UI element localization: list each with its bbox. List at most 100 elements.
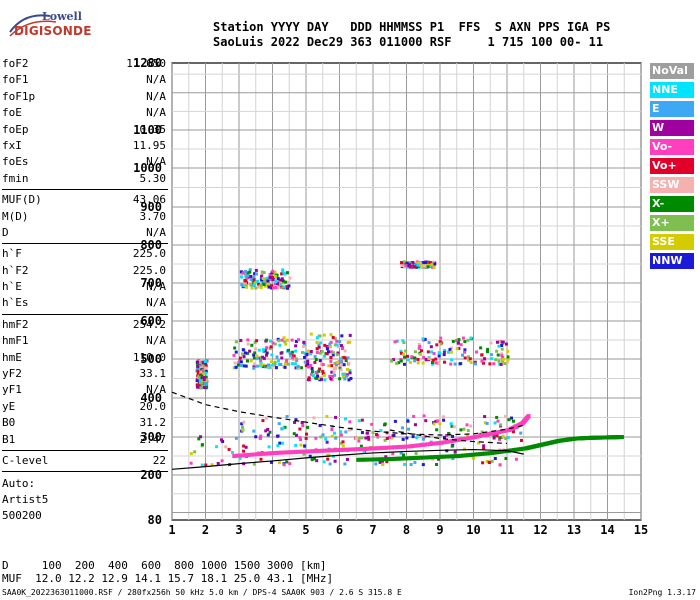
echo-point xyxy=(325,345,329,349)
echo-point xyxy=(277,339,281,343)
echo-point xyxy=(306,378,310,382)
echo-point xyxy=(463,447,467,451)
param-name: B0 xyxy=(2,416,16,430)
echo-point xyxy=(248,268,252,272)
trace-point xyxy=(252,452,257,457)
trace-point xyxy=(353,447,358,452)
echo-point xyxy=(339,357,343,361)
param-row: hmE 110.0 xyxy=(2,350,168,366)
echo-point xyxy=(276,434,280,438)
echo-point xyxy=(359,444,363,448)
echo-point xyxy=(198,361,202,365)
echo-point xyxy=(303,355,307,359)
echo-point xyxy=(240,364,244,368)
echo-point xyxy=(321,372,325,376)
y-tick-label: 1100 xyxy=(133,123,162,137)
echo-point xyxy=(392,433,396,437)
echo-point xyxy=(309,349,313,353)
trace-point xyxy=(361,446,366,451)
echo-point xyxy=(417,346,421,350)
echo-point xyxy=(335,343,339,347)
trace-point xyxy=(475,452,480,457)
echo-point xyxy=(483,415,487,419)
echo-point xyxy=(303,360,307,364)
echo-point xyxy=(329,377,333,381)
echo-point xyxy=(413,460,417,464)
echo-point xyxy=(463,350,467,354)
echo-point xyxy=(406,419,410,423)
trace-point xyxy=(313,449,318,454)
echo-point xyxy=(324,437,328,441)
echo-point xyxy=(273,274,277,278)
echo-point xyxy=(400,261,404,265)
echo-point xyxy=(201,372,205,376)
trace-point xyxy=(413,455,418,460)
trace-point xyxy=(418,443,423,448)
echo-point xyxy=(341,372,345,376)
echo-point xyxy=(341,444,345,448)
trace-point xyxy=(466,453,471,458)
echo-point xyxy=(466,355,470,359)
echo-point xyxy=(270,364,274,368)
echo-point xyxy=(332,351,336,355)
echo-point xyxy=(455,347,459,351)
logo-digisonde-text: DIGISONDE xyxy=(14,24,92,38)
echo-point xyxy=(473,362,477,366)
echo-point xyxy=(240,283,244,287)
echo-point xyxy=(346,341,350,345)
echo-point xyxy=(492,362,496,366)
echo-point xyxy=(271,269,275,273)
echo-point xyxy=(196,369,200,373)
echo-point xyxy=(246,342,250,346)
echo-point xyxy=(455,339,459,342)
trace-point xyxy=(301,449,306,454)
trace-point xyxy=(277,450,282,455)
param-row: hmF2 254.2 xyxy=(2,317,168,333)
param-row: hmF1 N/A xyxy=(2,333,168,349)
echo-point xyxy=(294,433,298,437)
echo-point xyxy=(336,360,340,364)
echo-point xyxy=(473,360,477,364)
echo-point xyxy=(303,444,307,448)
echo-point xyxy=(504,436,508,440)
echo-point xyxy=(357,419,361,423)
echo-point xyxy=(284,280,288,284)
trace-point xyxy=(463,453,468,458)
echo-point xyxy=(315,371,319,375)
echo-point xyxy=(234,340,238,344)
y-tick-label: 1000 xyxy=(133,161,162,175)
echo-point xyxy=(329,356,333,360)
param-name: M(D) xyxy=(2,209,29,223)
echo-point xyxy=(243,351,247,355)
echo-point xyxy=(500,354,504,358)
echo-point xyxy=(271,341,275,345)
trace-point xyxy=(411,456,416,461)
echo-point xyxy=(348,420,352,424)
echo-point xyxy=(427,341,431,345)
echo-point xyxy=(415,436,419,440)
muf-scale-line: MUF 12.0 12.2 12.9 14.1 15.7 18.1 25.0 4… xyxy=(2,572,334,585)
echo-point xyxy=(457,338,461,342)
echo-point xyxy=(216,461,220,465)
echo-point xyxy=(261,355,265,359)
trace-point xyxy=(456,454,461,458)
y-tick-label: 80 xyxy=(148,513,162,527)
echo-point xyxy=(459,428,463,432)
echo-point xyxy=(404,349,408,353)
param-name: yF2 xyxy=(2,367,22,381)
echo-point xyxy=(239,270,243,274)
echo-point xyxy=(411,265,415,269)
trace-point xyxy=(428,455,433,460)
echo-point xyxy=(287,348,291,352)
echo-point xyxy=(294,443,298,447)
echo-point xyxy=(215,445,219,449)
echo-point xyxy=(204,379,208,383)
trace-point xyxy=(351,447,356,452)
echo-point xyxy=(449,422,453,426)
trace-point xyxy=(258,452,263,457)
param-value: 110.0 xyxy=(132,350,166,364)
echo-point xyxy=(416,261,420,265)
echo-point xyxy=(343,462,347,466)
trace-point xyxy=(296,449,301,454)
echo-point xyxy=(189,452,193,456)
